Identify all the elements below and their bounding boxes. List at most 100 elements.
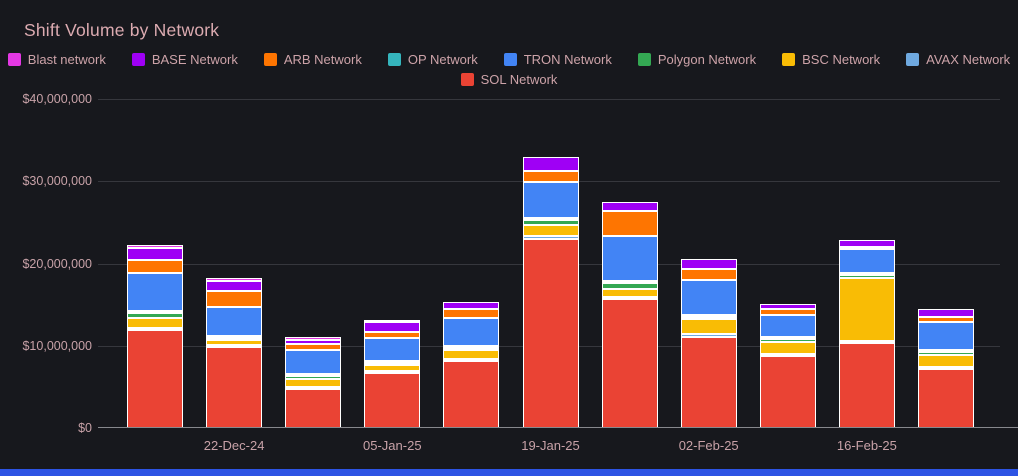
legend-item-base-network[interactable]: BASE Network [131, 52, 238, 67]
stacked-bar-4[interactable] [443, 301, 500, 428]
legend-item-polygon-network[interactable]: Polygon Network [637, 52, 756, 67]
bar-segment-blast-network[interactable] [364, 319, 421, 323]
bar-segment-avax-network[interactable] [443, 359, 500, 362]
bar-segment-polygon-network[interactable] [206, 337, 263, 341]
bar-segment-polygon-network[interactable] [364, 362, 421, 366]
bar-segment-base-network[interactable] [127, 248, 183, 261]
bar-segment-arb-network[interactable] [206, 291, 263, 307]
bar-segment-op-network[interactable] [918, 349, 974, 352]
bar-segment-arb-network[interactable] [285, 343, 342, 351]
legend-item-op-network[interactable]: OP Network [387, 52, 478, 67]
bar-segment-bsc-network[interactable] [364, 365, 421, 371]
bar-segment-op-network[interactable] [443, 345, 500, 348]
bar-segment-bsc-network[interactable] [759, 341, 816, 354]
stacked-bar-7[interactable] [680, 258, 737, 428]
legend-item-bsc-network[interactable]: BSC Network [782, 52, 880, 67]
bar-segment-blast-network[interactable] [127, 244, 183, 249]
bar-segment-bsc-network[interactable] [601, 288, 658, 297]
bar-segment-avax-network[interactable] [285, 386, 342, 389]
bar-segment-sol-network[interactable] [364, 372, 421, 428]
bar-segment-blast-network[interactable] [285, 336, 342, 340]
stacked-bar-10[interactable] [918, 309, 974, 428]
bar-segment-tron-network[interactable] [127, 273, 183, 311]
bar-segment-sol-network[interactable] [918, 368, 974, 428]
bar-segment-arb-network[interactable] [127, 260, 183, 274]
bar-segment-tron-network[interactable] [443, 318, 500, 346]
bar-segment-bsc-network[interactable] [285, 379, 342, 387]
stacked-bar-9[interactable] [838, 240, 895, 428]
bar-segment-tron-network[interactable] [918, 322, 974, 350]
bar-segment-op-network[interactable] [522, 217, 579, 220]
bar-segment-bsc-network[interactable] [206, 340, 263, 346]
bar-segment-polygon-network[interactable] [759, 339, 816, 342]
bar-segment-sol-network[interactable] [443, 361, 500, 428]
bar-segment-base-network[interactable] [601, 202, 658, 211]
bar-segment-avax-network[interactable] [680, 333, 737, 337]
bar-segment-tron-network[interactable] [838, 248, 895, 274]
bar-segment-polygon-network[interactable] [285, 375, 342, 380]
legend-item-avax-network[interactable]: AVAX Network [906, 52, 1010, 67]
bar-segment-sol-network[interactable] [759, 355, 816, 428]
bar-segment-arb-network[interactable] [759, 308, 816, 316]
stacked-bar-3[interactable] [364, 319, 421, 428]
bar-segment-base-network[interactable] [918, 309, 974, 318]
bar-segment-op-network[interactable] [680, 314, 737, 317]
bar-segment-tron-network[interactable] [522, 181, 579, 218]
stacked-bar-1[interactable] [206, 278, 263, 428]
bar-segment-op-network[interactable] [127, 310, 183, 313]
stacked-bar-8[interactable] [759, 303, 816, 428]
bar-segment-op-network[interactable] [206, 335, 263, 338]
bar-segment-base-network[interactable] [443, 301, 500, 310]
bar-segment-polygon-network[interactable] [601, 282, 658, 289]
bar-segment-bsc-network[interactable] [838, 277, 895, 342]
bar-segment-arb-network[interactable] [918, 317, 974, 323]
bar-segment-sol-network[interactable] [838, 343, 895, 428]
bar-segment-base-network[interactable] [364, 322, 421, 332]
bar-segment-polygon-network[interactable] [522, 219, 579, 225]
bar-segment-base-network[interactable] [838, 240, 895, 247]
bar-segment-bsc-network[interactable] [918, 354, 974, 367]
bar-segment-bsc-network[interactable] [680, 319, 737, 334]
bar-segment-tron-network[interactable] [206, 306, 263, 336]
bar-segment-sol-network[interactable] [206, 347, 263, 428]
bar-segment-arb-network[interactable] [443, 309, 500, 319]
stacked-bar-0[interactable] [127, 244, 183, 428]
bar-segment-op-network[interactable] [759, 337, 816, 340]
legend-item-tron-network[interactable]: TRON Network [503, 52, 612, 67]
bar-segment-avax-network[interactable] [759, 353, 816, 356]
bar-segment-tron-network[interactable] [601, 235, 658, 281]
bar-segment-avax-network[interactable] [522, 236, 579, 239]
bar-segment-op-network[interactable] [601, 280, 658, 283]
bar-segment-blast-network[interactable] [206, 278, 263, 281]
bar-segment-avax-network[interactable] [918, 366, 974, 369]
bar-segment-sol-network[interactable] [601, 298, 658, 428]
bar-segment-avax-network[interactable] [601, 296, 658, 299]
bar-segment-base-network[interactable] [522, 157, 579, 172]
bar-segment-tron-network[interactable] [680, 279, 737, 315]
legend-item-sol-network[interactable]: SOL Network [460, 72, 557, 87]
bar-segment-arb-network[interactable] [522, 171, 579, 182]
bar-segment-arb-network[interactable] [364, 331, 421, 338]
bar-segment-avax-network[interactable] [364, 370, 421, 373]
bar-segment-polygon-network[interactable] [127, 312, 183, 319]
stacked-bar-2[interactable] [285, 336, 342, 428]
bar-segment-sol-network[interactable] [680, 336, 737, 428]
bar-segment-bsc-network[interactable] [522, 224, 579, 237]
bar-segment-base-network[interactable] [680, 258, 737, 269]
bar-segment-base-network[interactable] [206, 280, 263, 292]
bar-segment-tron-network[interactable] [285, 350, 342, 374]
legend-item-blast-network[interactable]: Blast network [7, 52, 106, 67]
bar-segment-sol-network[interactable] [127, 330, 183, 428]
bar-segment-tron-network[interactable] [759, 315, 816, 338]
bar-segment-base-network[interactable] [759, 303, 816, 309]
bar-segment-avax-network[interactable] [206, 345, 263, 348]
stacked-bar-5[interactable] [522, 157, 579, 428]
stacked-bar-6[interactable] [601, 202, 658, 428]
bar-segment-bsc-network[interactable] [127, 318, 183, 329]
bar-segment-base-network[interactable] [285, 339, 342, 344]
bar-segment-arb-network[interactable] [601, 210, 658, 236]
bar-segment-tron-network[interactable] [364, 337, 421, 361]
bar-segment-op-network[interactable] [364, 360, 421, 363]
bar-segment-bsc-network[interactable] [443, 349, 500, 360]
bar-segment-polygon-network[interactable] [443, 347, 500, 350]
